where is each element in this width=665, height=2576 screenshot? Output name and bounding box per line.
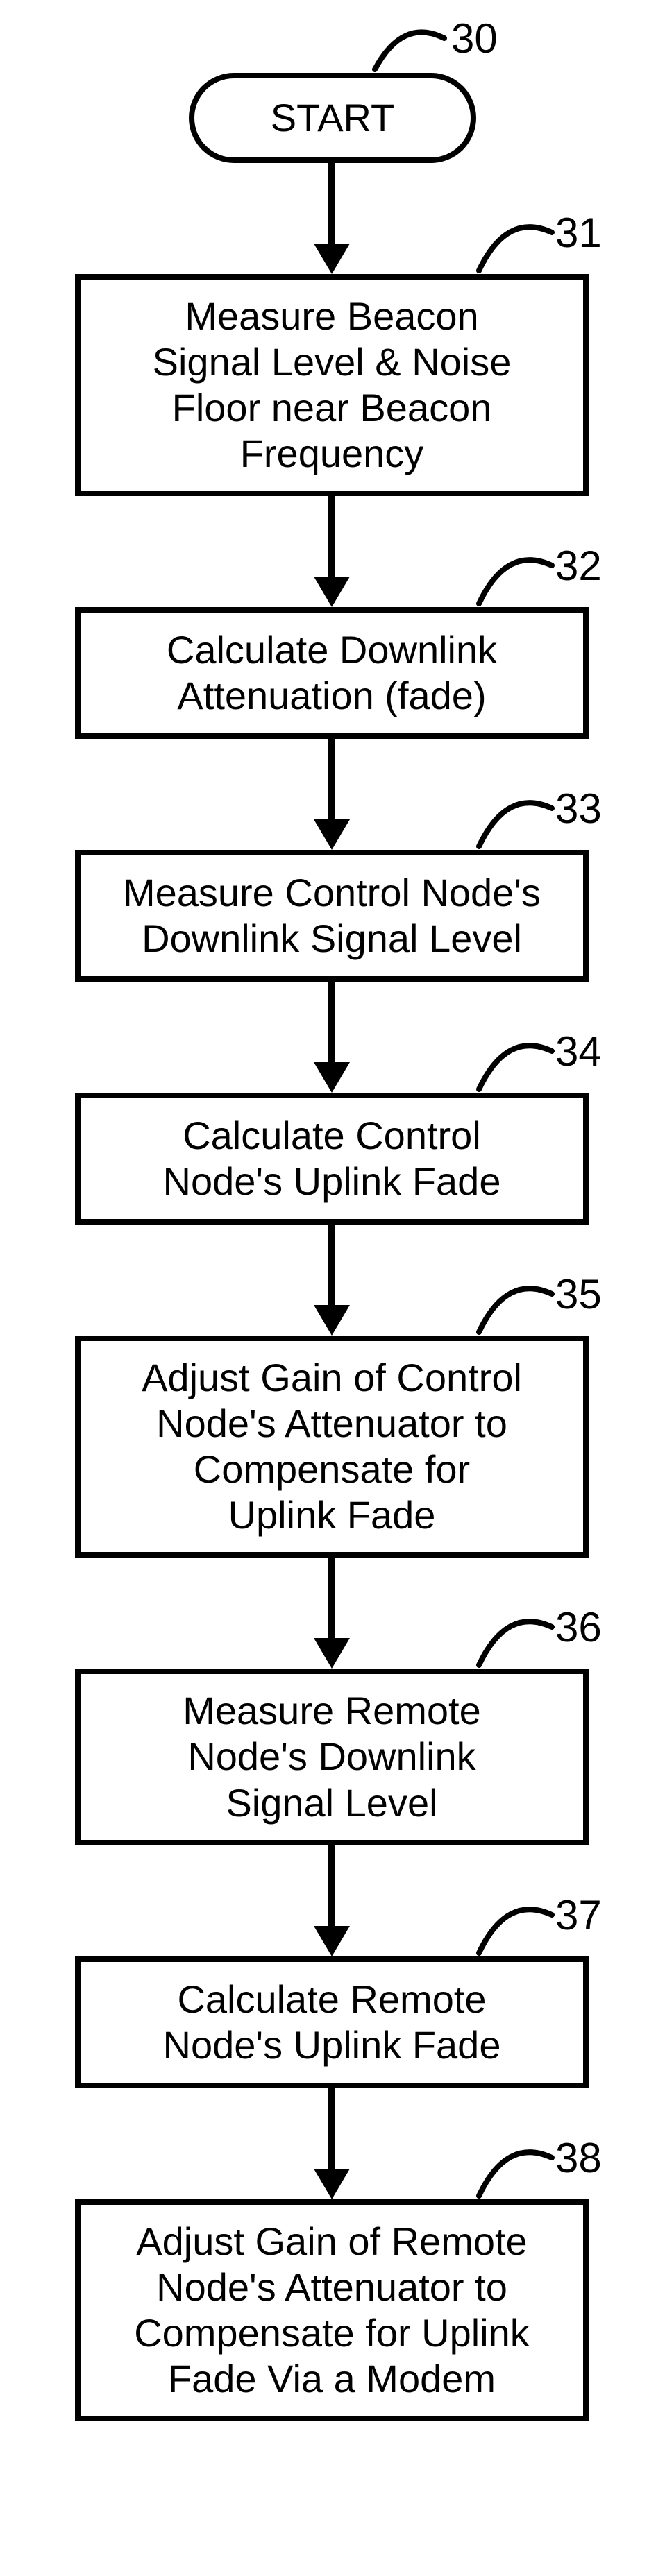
- node-text-n37: Calculate Remote Node's Uplink Fade: [163, 1977, 501, 2068]
- node-n32: Calculate Downlink Attenuation (fade): [75, 607, 589, 739]
- node-n34: Calculate Control Node's Uplink Fade: [75, 1093, 589, 1225]
- node-n33: Measure Control Node's Downlink Signal L…: [75, 850, 589, 982]
- edge-n34-n35: [328, 1225, 335, 1308]
- node-text-n34: Calculate Control Node's Uplink Fade: [163, 1113, 501, 1204]
- callout-label-38: 38: [555, 2138, 602, 2179]
- node-n35: Adjust Gain of Control Node's Attenuator…: [75, 1336, 589, 1558]
- node-text-n38: Adjust Gain of Remote Node's Attenuator …: [134, 2219, 530, 2402]
- node-text-n33: Measure Control Node's Downlink Signal L…: [123, 870, 541, 962]
- edge-n35-n36: [328, 1558, 335, 1641]
- node-n37: Calculate Remote Node's Uplink Fade: [75, 1956, 589, 2088]
- callout-label-30: 30: [451, 18, 498, 60]
- arrowhead-n37-n38: [314, 2169, 350, 2199]
- arrowhead-n30-n31: [314, 244, 350, 274]
- edge-n33-n34: [328, 982, 335, 1065]
- node-text-n36: Measure Remote Node's Downlink Signal Le…: [183, 1688, 481, 1825]
- callout-label-34: 34: [555, 1031, 602, 1073]
- edge-n30-n31: [328, 163, 335, 246]
- node-text-n30: START: [271, 95, 394, 141]
- node-n36: Measure Remote Node's Downlink Signal Le…: [75, 1669, 589, 1845]
- node-n30: START: [189, 73, 476, 163]
- arrowhead-n35-n36: [314, 1638, 350, 1669]
- node-n31: Measure Beacon Signal Level & Noise Floo…: [75, 274, 589, 496]
- flowchart-canvas: START 30 Measure Beacon Signal Level & Noi…: [0, 0, 665, 2576]
- callout-label-36: 36: [555, 1607, 602, 1648]
- arrowhead-n33-n34: [314, 1062, 350, 1093]
- node-n38: Adjust Gain of Remote Node's Attenuator …: [75, 2199, 589, 2421]
- node-text-n31: Measure Beacon Signal Level & Noise Floo…: [153, 293, 512, 477]
- edge-n31-n32: [328, 496, 335, 579]
- callout-label-33: 33: [555, 788, 602, 830]
- node-text-n35: Adjust Gain of Control Node's Attenuator…: [142, 1355, 522, 1538]
- callout-label-35: 35: [555, 1274, 602, 1315]
- edge-n36-n37: [328, 1845, 335, 1929]
- edge-n32-n33: [328, 739, 335, 822]
- arrowhead-n31-n32: [314, 577, 350, 607]
- arrowhead-n32-n33: [314, 819, 350, 850]
- callout-label-31: 31: [555, 212, 602, 254]
- arrowhead-n34-n35: [314, 1305, 350, 1336]
- node-text-n32: Calculate Downlink Attenuation (fade): [167, 627, 497, 719]
- edge-n37-n38: [328, 2088, 335, 2172]
- callout-label-37: 37: [555, 1895, 602, 1936]
- callout-label-32: 32: [555, 545, 602, 587]
- arrowhead-n36-n37: [314, 1926, 350, 1956]
